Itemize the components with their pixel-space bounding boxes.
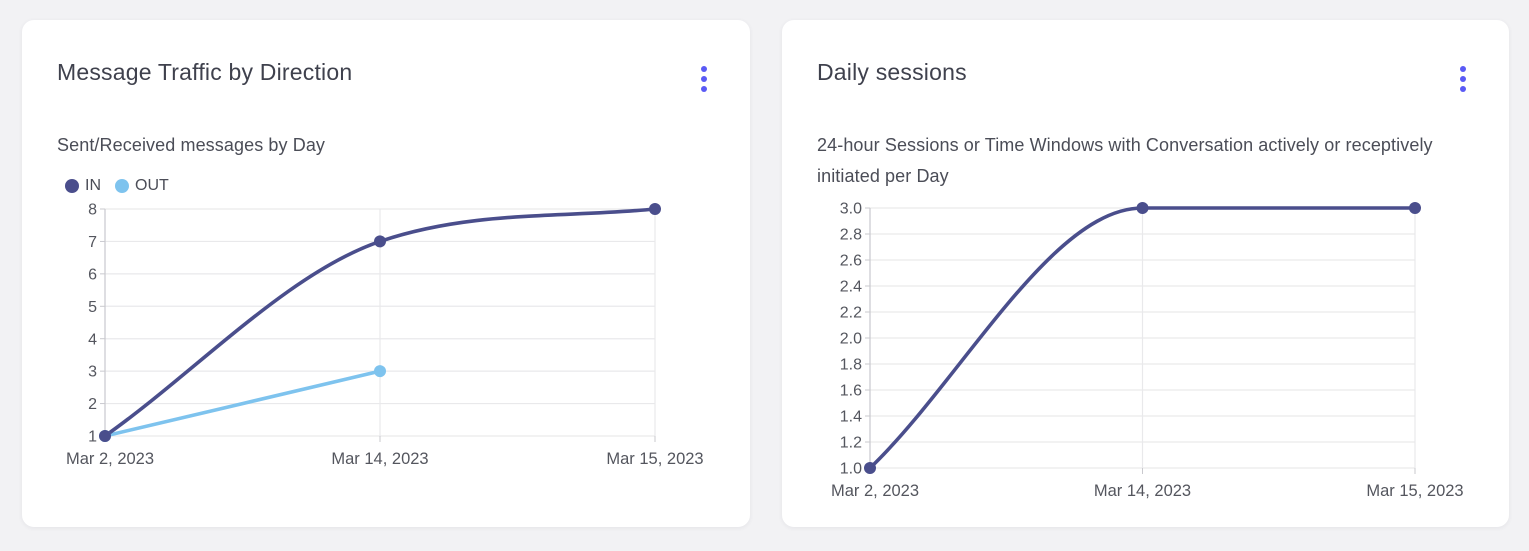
svg-text:2.0: 2.0 xyxy=(840,331,862,348)
svg-text:2: 2 xyxy=(88,396,97,413)
svg-text:Mar 2, 2023: Mar 2, 2023 xyxy=(831,482,919,500)
daily-sessions-line-chart: 3.0 2.8 2.6 2.4 2.2 2.0 1.8 1.6 1.4 1.2 1.0 Mar 2, … xyxy=(817,200,1474,506)
svg-text:1.8: 1.8 xyxy=(840,357,862,374)
svg-text:1.0: 1.0 xyxy=(840,461,862,478)
kebab-dot xyxy=(1460,66,1466,72)
svg-text:7: 7 xyxy=(88,234,97,251)
card-subtitle: Sent/Received messages by Day xyxy=(57,135,326,155)
svg-text:2.2: 2.2 xyxy=(840,305,862,322)
kebab-menu-icon[interactable] xyxy=(1452,60,1474,98)
legend-dot-in xyxy=(65,179,79,193)
legend-label-out: OUT xyxy=(135,177,169,194)
card-title: Message Traffic by Direction xyxy=(57,59,353,85)
svg-text:1.6: 1.6 xyxy=(840,383,862,400)
svg-text:Mar 15, 2023: Mar 15, 2023 xyxy=(1366,482,1463,500)
svg-text:3.0: 3.0 xyxy=(840,201,862,218)
svg-text:4: 4 xyxy=(88,331,97,348)
kebab-menu-icon[interactable] xyxy=(693,60,715,98)
chart-legend: IN OUT xyxy=(65,177,715,195)
svg-text:1.4: 1.4 xyxy=(840,409,862,426)
kebab-dot xyxy=(701,86,707,92)
line-chart-svg: 3.0 2.8 2.6 2.4 2.2 2.0 1.8 1.6 1.4 1.2 1.0 Mar 2, … xyxy=(831,201,1464,500)
daily-sessions-card: Daily sessions 24-hour Sessions or Time … xyxy=(782,20,1509,527)
svg-text:Mar 2, 2023: Mar 2, 2023 xyxy=(66,450,154,468)
line-chart-svg: 8 7 6 5 4 3 2 1 Mar 2, 2023 Mar 14, 2023 Mar 15, 2… xyxy=(66,202,704,468)
legend-item-in[interactable]: IN xyxy=(65,177,101,195)
svg-text:8: 8 xyxy=(88,202,97,219)
svg-text:2.4: 2.4 xyxy=(840,279,862,296)
kebab-dot xyxy=(701,76,707,82)
svg-text:3: 3 xyxy=(88,364,97,381)
svg-text:Mar 14, 2023: Mar 14, 2023 xyxy=(1094,482,1191,500)
svg-text:1: 1 xyxy=(88,429,97,446)
svg-text:2.6: 2.6 xyxy=(840,253,862,270)
card-header: Message Traffic by Direction xyxy=(57,58,715,98)
legend-item-out[interactable]: OUT xyxy=(115,177,169,195)
message-traffic-line-chart: 8 7 6 5 4 3 2 1 Mar 2, 2023 Mar 14, 2023 Mar 15, 2… xyxy=(57,201,715,473)
card-subtitle: 24-hour Sessions or Time Windows with Co… xyxy=(817,135,1433,186)
legend-dot-out xyxy=(115,179,129,193)
kebab-dot xyxy=(701,66,707,72)
svg-text:1.2: 1.2 xyxy=(840,435,862,452)
svg-text:Mar 14, 2023: Mar 14, 2023 xyxy=(331,450,428,468)
svg-text:2.8: 2.8 xyxy=(840,227,862,244)
message-traffic-card: Message Traffic by Direction Sent/Receiv… xyxy=(22,20,750,527)
svg-text:Mar 15, 2023: Mar 15, 2023 xyxy=(606,450,703,468)
svg-text:5: 5 xyxy=(88,299,97,316)
card-title: Daily sessions xyxy=(817,59,967,85)
legend-label-in: IN xyxy=(85,177,101,194)
kebab-dot xyxy=(1460,86,1466,92)
kebab-dot xyxy=(1460,76,1466,82)
card-header: Daily sessions xyxy=(817,58,1474,98)
svg-text:6: 6 xyxy=(88,266,97,283)
